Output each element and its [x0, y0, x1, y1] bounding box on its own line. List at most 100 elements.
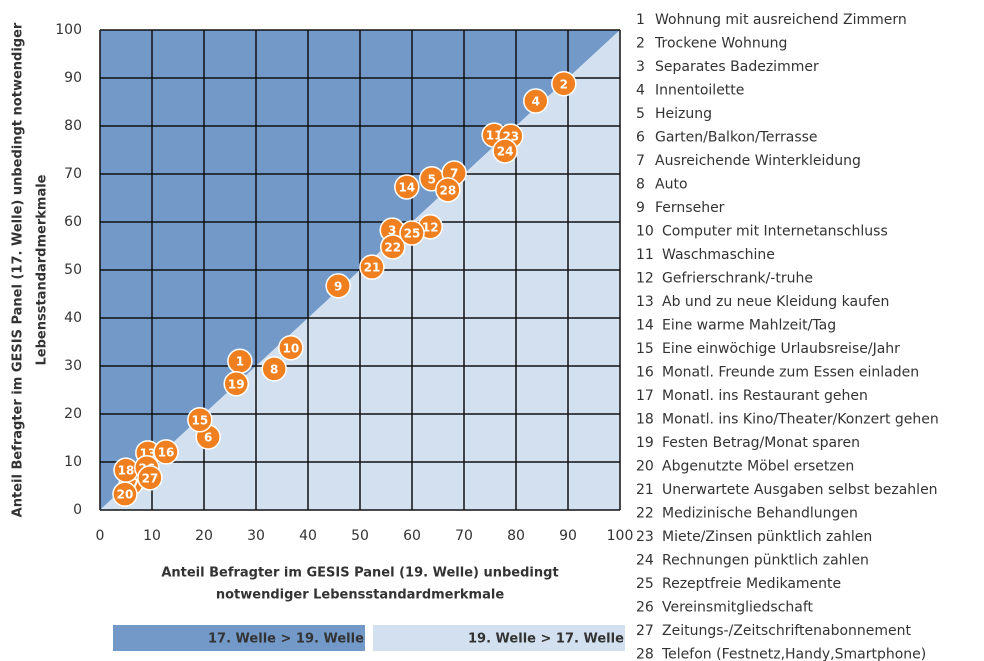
point: 4 [523, 88, 549, 114]
point-label: 20 [117, 488, 134, 502]
key-label: Unerwartete Ausgaben selbst bezahlen [662, 482, 938, 498]
point-label: 19 [228, 377, 245, 391]
point-marker [187, 407, 213, 433]
point: 2 [551, 71, 577, 97]
key-label: Ab und zu neue Kleidung kaufen [662, 294, 889, 310]
key-label: Vereinsmitgliedschaft [662, 600, 814, 616]
point: 24 [492, 138, 518, 164]
point-label: 15 [191, 413, 208, 427]
y-axis-label: Lebensstandardmerkmale [35, 174, 50, 365]
key-number: 26 [636, 600, 654, 616]
key-label: Eine einwöchige Urlaubsreise/Jahr [662, 341, 900, 357]
key-label: Zeitungs-/Zeitschriftenabonnement [662, 623, 912, 639]
point-label: 4 [532, 95, 540, 109]
point-marker [223, 371, 249, 397]
key-number: 5 [636, 106, 645, 122]
legend-label: 19. Welle > 17. Welle [468, 632, 624, 647]
key-number: 8 [636, 177, 645, 193]
key-number: 28 [636, 647, 654, 661]
x-tick-label: 90 [559, 528, 577, 544]
x-axis-label: notwendiger Lebensstandardmerkmale [216, 588, 504, 603]
point: 9 [325, 273, 351, 299]
key-number: 22 [636, 506, 654, 522]
key-number: 2 [636, 36, 645, 52]
point: 27 [137, 465, 163, 491]
point: 1 [227, 348, 253, 374]
key-label: Gefrierschrank/-truhe [662, 271, 813, 287]
legend-swatch [373, 625, 625, 651]
legend-label: 17. Welle > 19. Welle [208, 632, 364, 647]
point: 14 [394, 174, 420, 200]
x-tick-label: 10 [143, 528, 161, 544]
key-label: Innentoilette [655, 83, 744, 99]
y-axis-label: Anteil Befragter im GESIS Panel (17. Wel… [11, 22, 26, 517]
key-number: 10 [636, 224, 654, 240]
key-label: Medizinische Behandlungen [662, 506, 858, 522]
point-label: 22 [384, 240, 401, 254]
x-tick-label: 30 [247, 528, 265, 544]
point-label: 10 [282, 341, 299, 355]
key-label: Computer mit Internetanschluss [662, 224, 888, 240]
point-marker [153, 439, 179, 465]
point-marker [380, 234, 406, 260]
key-number: 16 [636, 365, 654, 381]
point-marker [325, 273, 351, 299]
point-label: 3 [388, 224, 396, 238]
point: 22 [380, 234, 406, 260]
point-label: 7 [450, 167, 458, 181]
point: 21 [359, 254, 385, 280]
point: 19 [223, 371, 249, 397]
x-axis-label: Anteil Befragter im GESIS Panel (19. Wel… [161, 566, 558, 581]
x-tick-label: 20 [195, 528, 213, 544]
point: 28 [435, 177, 461, 203]
key-number: 13 [636, 294, 654, 310]
key-label: Heizung [655, 106, 712, 122]
key-label: Waschmaschine [662, 247, 775, 263]
x-tick-label: 100 [607, 528, 634, 544]
key-number: 9 [636, 200, 645, 216]
key-number: 4 [636, 83, 645, 99]
y-tick-label: 30 [64, 358, 82, 374]
key-number: 7 [636, 153, 645, 169]
point-marker [112, 481, 138, 507]
key-label: Monatl. ins Restaurant gehen [662, 388, 868, 404]
y-tick-label: 80 [64, 118, 82, 134]
x-tick-label: 50 [351, 528, 369, 544]
key-label: Telefon (Festnetz,Handy,Smartphone) [661, 647, 926, 661]
point: 8 [261, 356, 287, 382]
point: 25 [399, 220, 425, 246]
y-tick-label: 60 [64, 214, 82, 230]
y-tick-label: 10 [64, 454, 82, 470]
key-label: Monatl. ins Kino/Theater/Konzert gehen [662, 412, 939, 428]
key-number: 11 [636, 247, 654, 263]
point: 16 [153, 439, 179, 465]
point-marker [399, 220, 425, 246]
key-number: 25 [636, 576, 654, 592]
key-label: Wohnung mit ausreichend Zimmern [655, 12, 907, 28]
point-marker [359, 254, 385, 280]
key-number: 27 [636, 623, 654, 639]
point-marker [261, 356, 287, 382]
point-label: 18 [118, 464, 135, 478]
point-marker [278, 335, 304, 361]
y-tick-label: 40 [64, 310, 82, 326]
key-number: 20 [636, 459, 654, 475]
key-number: 6 [636, 130, 645, 146]
point-label: 6 [204, 431, 212, 445]
point-label: 27 [142, 471, 159, 485]
point-marker [523, 88, 549, 114]
key-number: 15 [636, 341, 654, 357]
key-label: Ausreichende Winterkleidung [655, 153, 861, 169]
point-label: 24 [497, 144, 514, 158]
y-tick-label: 70 [64, 166, 82, 182]
key-label: Trockene Wohnung [654, 36, 787, 52]
y-tick-label: 0 [73, 502, 82, 518]
key-number: 14 [636, 318, 654, 334]
x-tick-label: 0 [96, 528, 105, 544]
point-label: 11 [486, 129, 503, 143]
key-label: Separates Badezimmer [655, 59, 819, 75]
point-label: 5 [428, 172, 436, 186]
x-tick-label: 60 [403, 528, 421, 544]
key-number: 19 [636, 435, 654, 451]
